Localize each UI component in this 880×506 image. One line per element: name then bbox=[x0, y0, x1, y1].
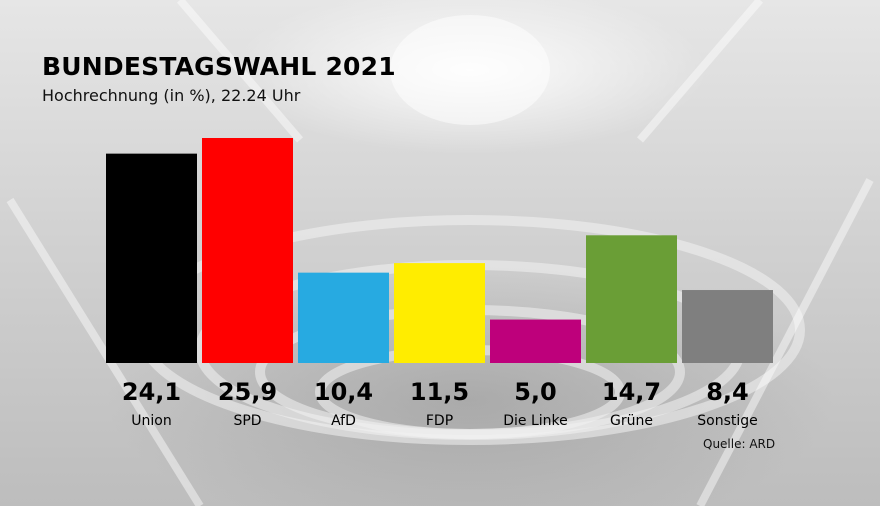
chart-subtitle: Hochrechnung (in %), 22.24 Uhr bbox=[42, 86, 301, 105]
source-note: Quelle: ARD bbox=[703, 437, 776, 451]
bar-die-linke bbox=[490, 319, 581, 363]
category-label-sonstige: Sonstige bbox=[697, 413, 758, 429]
category-label-afd: AfD bbox=[331, 413, 356, 429]
bars-group bbox=[106, 138, 773, 363]
bar-spd bbox=[202, 138, 293, 363]
value-label-union: 24,1 bbox=[122, 378, 181, 406]
value-label-gr-ne: 14,7 bbox=[602, 378, 661, 406]
bar-afd bbox=[298, 272, 389, 363]
value-label-afd: 10,4 bbox=[314, 378, 373, 406]
chart-title: BUNDESTAGSWAHL 2021 bbox=[42, 52, 396, 81]
bar-fdp bbox=[394, 263, 485, 363]
category-label-fdp: FDP bbox=[426, 413, 453, 429]
category-label-die-linke: Die Linke bbox=[503, 413, 568, 429]
value-label-sonstige: 8,4 bbox=[706, 378, 749, 406]
value-label-fdp: 11,5 bbox=[410, 378, 469, 406]
value-labels-group: 24,1 25,9 10,4 11,5 5,0 14,7 8,4 bbox=[122, 378, 749, 406]
category-label-union: Union bbox=[131, 413, 171, 429]
category-label-gr-ne: Grüne bbox=[610, 413, 653, 429]
value-label-die-linke: 5,0 bbox=[514, 378, 557, 406]
bar-sonstige bbox=[682, 290, 773, 363]
category-labels-group: Union SPD AfD FDP Die Linke Grüne Sonstige bbox=[131, 413, 757, 429]
bar-union bbox=[106, 153, 197, 363]
bar-gr-ne bbox=[586, 235, 677, 363]
category-label-spd: SPD bbox=[233, 413, 261, 429]
value-label-spd: 25,9 bbox=[218, 378, 277, 406]
